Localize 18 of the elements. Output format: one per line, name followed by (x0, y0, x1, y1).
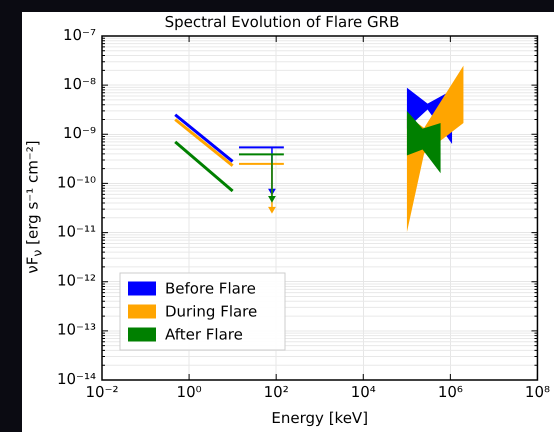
y-tick-label: 10⁻¹⁰ (56, 173, 96, 192)
x-axis-title: Energy [keV] (271, 408, 368, 427)
y-tick-label: 10⁻¹¹ (56, 222, 96, 240)
chart-title: Spectral Evolution of Flare GRB (164, 12, 400, 31)
legend-label: Before Flare (165, 279, 256, 298)
x-tick-label: 10⁰ (176, 382, 202, 401)
y-tick-label: 10⁻⁹ (62, 124, 96, 142)
x-tick-label: 10⁸ (524, 382, 550, 401)
y-tick-label: 10⁻⁷ (62, 26, 96, 44)
legend-label: During Flare (165, 302, 258, 320)
x-tick-label: 10⁴ (350, 382, 376, 401)
legend-label: After Flare (165, 325, 243, 344)
y-tick-label: 10⁻¹² (56, 272, 96, 290)
x-tick-label: 10⁶ (438, 382, 463, 401)
x-tick-label: 10² (264, 382, 289, 401)
x-tick-label: 10⁻² (85, 382, 119, 401)
y-tick-label: 10⁻⁸ (62, 75, 96, 94)
y-tick-label: 10⁻¹³ (56, 320, 96, 339)
